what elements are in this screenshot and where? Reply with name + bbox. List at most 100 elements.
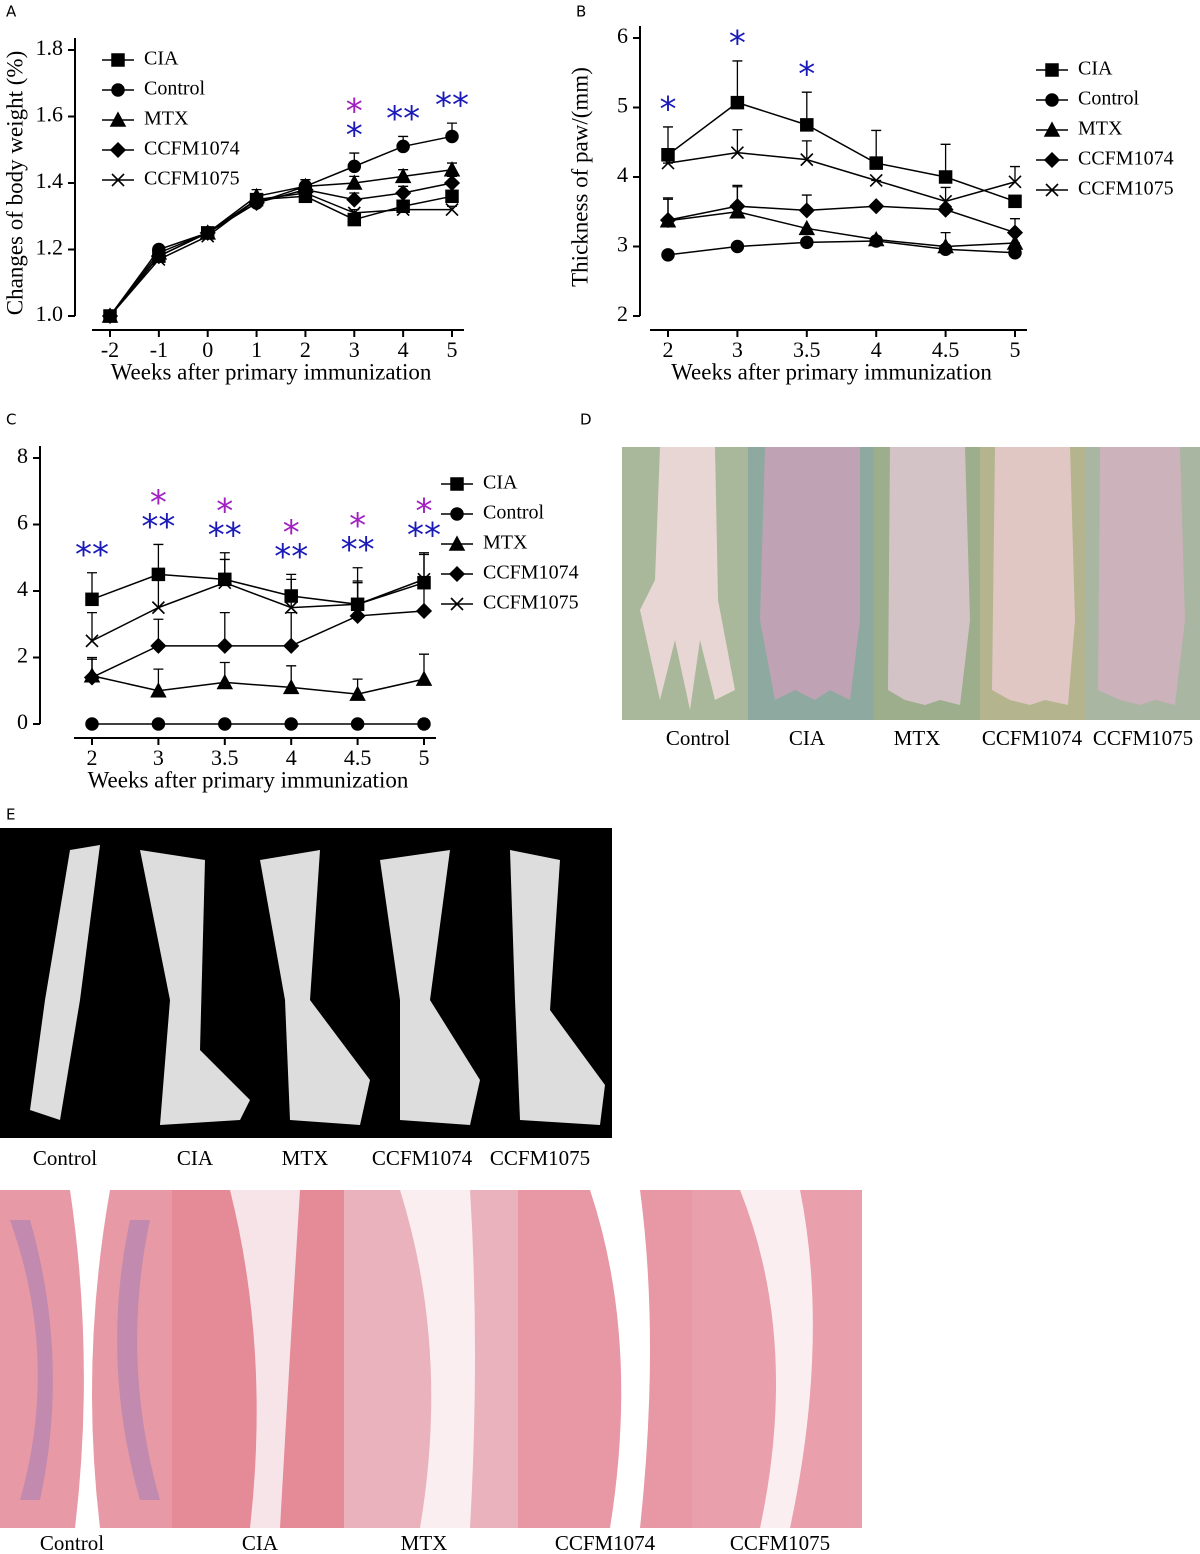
x-tick-label: 3 bbox=[153, 745, 164, 770]
series-line bbox=[667, 205, 1016, 234]
marker bbox=[283, 637, 300, 654]
y-tick-label: 5 bbox=[617, 93, 628, 118]
y-tick-label: 1.0 bbox=[36, 301, 64, 326]
joint-space bbox=[590, 1190, 650, 1528]
legend-label: CCFM1075 bbox=[483, 592, 579, 614]
caption: MTX bbox=[894, 726, 941, 750]
marker bbox=[1006, 234, 1024, 250]
x-tick-label: 4.5 bbox=[344, 745, 372, 770]
error-bar bbox=[219, 558, 230, 583]
marker bbox=[218, 717, 232, 731]
legend-label: CCFM1074 bbox=[483, 562, 579, 584]
x-tick-label: 2 bbox=[300, 337, 311, 362]
significance-mark: ** bbox=[407, 515, 441, 555]
marker bbox=[1045, 93, 1059, 107]
marker bbox=[152, 252, 166, 267]
legend-label: MTX bbox=[1078, 118, 1123, 140]
marker bbox=[867, 230, 885, 247]
marker bbox=[800, 153, 814, 167]
series-line bbox=[109, 135, 453, 317]
error-bar bbox=[801, 140, 812, 160]
significance-mark: * bbox=[416, 491, 433, 531]
bone bbox=[380, 850, 480, 1125]
legend-label: CIA bbox=[1078, 58, 1113, 80]
series-line bbox=[667, 210, 1016, 248]
marker bbox=[798, 219, 816, 236]
marker bbox=[396, 139, 410, 154]
marker bbox=[415, 602, 433, 620]
marker bbox=[347, 206, 361, 220]
marker bbox=[937, 237, 954, 254]
error-bar bbox=[352, 580, 363, 605]
caption: CCFM1074 bbox=[982, 726, 1083, 750]
series-line bbox=[91, 610, 425, 679]
series-line bbox=[91, 573, 425, 606]
error-bar bbox=[153, 577, 164, 608]
x-tick-label: 1 bbox=[251, 337, 262, 362]
bone bbox=[30, 845, 100, 1120]
error-bar bbox=[1010, 165, 1020, 182]
y-tick-label: 6 bbox=[617, 23, 628, 48]
paw-photos bbox=[622, 447, 1200, 720]
significance-mark: * bbox=[798, 55, 815, 95]
marker bbox=[284, 717, 298, 731]
marker bbox=[218, 576, 232, 590]
marker bbox=[1045, 63, 1059, 77]
caption: CIA bbox=[177, 1146, 214, 1170]
marker bbox=[284, 601, 298, 615]
joint-space bbox=[230, 1190, 300, 1528]
marker bbox=[1043, 151, 1061, 169]
significance-mark: * bbox=[216, 491, 233, 531]
histology-images bbox=[0, 1190, 862, 1528]
marker bbox=[415, 670, 433, 686]
significance-mark: * bbox=[729, 23, 746, 63]
x-tick-label: 4 bbox=[398, 337, 409, 362]
caption: Control bbox=[40, 1531, 104, 1554]
y-tick-label: 1.6 bbox=[36, 102, 64, 127]
marker bbox=[111, 173, 125, 187]
marker bbox=[250, 193, 264, 207]
marker bbox=[661, 248, 675, 262]
y-tick-label: 4 bbox=[617, 162, 628, 187]
x-tick-label: 5 bbox=[1010, 337, 1021, 362]
significance-mark: * bbox=[660, 89, 677, 129]
marker bbox=[417, 572, 431, 586]
marker bbox=[661, 148, 675, 162]
y-tick-label: 1.2 bbox=[36, 235, 64, 260]
marker bbox=[448, 565, 466, 583]
legend-label: CCFM1074 bbox=[1078, 148, 1174, 170]
marker bbox=[347, 212, 362, 227]
x-tick-label: 2 bbox=[663, 337, 674, 362]
error-bar bbox=[732, 60, 743, 103]
bone bbox=[510, 850, 605, 1125]
caption: CIA bbox=[242, 1531, 279, 1554]
x-tick-label: 2 bbox=[87, 745, 98, 770]
marker bbox=[216, 637, 233, 654]
joint-space bbox=[400, 1190, 475, 1528]
x-tick-label: 5 bbox=[447, 337, 458, 362]
paw bbox=[992, 447, 1075, 705]
caption: CCFM1075 bbox=[490, 1146, 590, 1170]
paw bbox=[760, 447, 860, 700]
caption: MTX bbox=[282, 1146, 329, 1170]
y-tick-label: 0 bbox=[17, 709, 28, 734]
x-tick-label: 4 bbox=[871, 337, 882, 362]
marker bbox=[151, 717, 166, 731]
significance-mark: * bbox=[346, 92, 363, 132]
marker bbox=[201, 229, 215, 243]
legend-label: MTX bbox=[483, 532, 528, 554]
marker bbox=[109, 111, 127, 127]
marker bbox=[937, 201, 954, 218]
marker bbox=[350, 717, 365, 731]
x-tick-label: -2 bbox=[101, 337, 119, 362]
caption: Control bbox=[666, 726, 730, 750]
marker bbox=[83, 669, 101, 686]
x-tick-label: 5 bbox=[419, 745, 430, 770]
marker bbox=[349, 685, 366, 701]
marker bbox=[151, 601, 165, 615]
caption: CCFM1074 bbox=[372, 1146, 473, 1170]
marker bbox=[150, 682, 167, 698]
significance-mark: ** bbox=[341, 530, 375, 570]
marker bbox=[111, 83, 125, 97]
marker bbox=[938, 170, 953, 184]
